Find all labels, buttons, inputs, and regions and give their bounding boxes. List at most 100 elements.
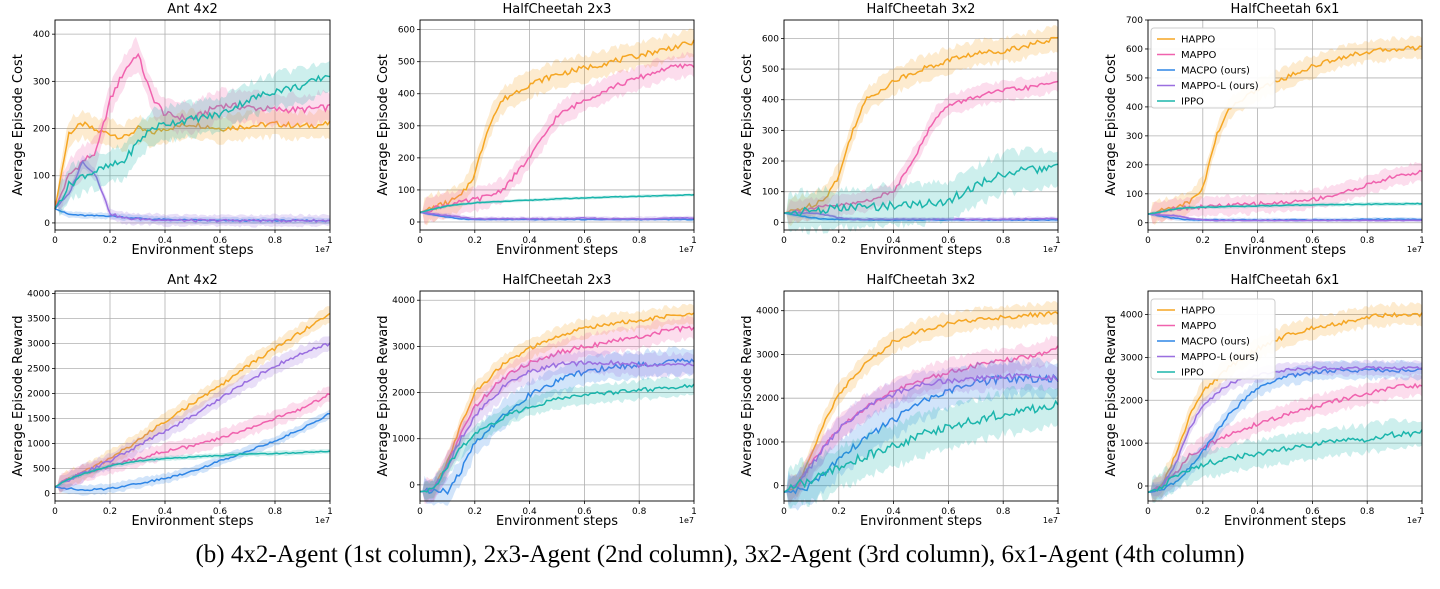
y-axis-label: Average Episode Cost (740, 54, 755, 196)
y-tick-label: 0 (409, 218, 415, 228)
legend-label: IPPO (1181, 97, 1204, 108)
series-line (419, 383, 695, 493)
y-tick-label: 2000 (392, 389, 415, 399)
y-axis-label: Average Episode Reward (1104, 315, 1119, 476)
series-band (1148, 161, 1422, 224)
x-tick-label: 0 (52, 507, 58, 517)
y-tick-label: 300 (762, 126, 779, 136)
legend-box (1150, 298, 1276, 380)
x-tick-label: 0.6 (941, 236, 956, 246)
x-tick-label: 0.2 (1196, 236, 1210, 246)
x-exponent: 1e7 (679, 245, 694, 254)
y-tick-label: 600 (1126, 45, 1143, 55)
chart-panel: 0 0.2 0.4 0.6 0.8 1 0 1000 2000 3000 4000 1e7 HalfCh… (376, 273, 697, 529)
y-tick-label: 100 (33, 172, 50, 182)
x-tick-label: 1 (327, 236, 333, 246)
x-tick-label: 1 (691, 507, 697, 517)
y-tick-label: 2500 (27, 365, 50, 375)
plot-frame (783, 290, 1059, 502)
series-line (1147, 213, 1423, 222)
plot-frame (1147, 290, 1423, 502)
y-tick-label: 300 (398, 122, 415, 132)
legend-label: MAPPO (1181, 50, 1217, 61)
y-tick-label: 200 (33, 125, 50, 135)
series-band (1148, 35, 1422, 225)
series-line (54, 342, 331, 488)
x-tick-label: 0.4 (1250, 236, 1265, 246)
y-tick-label: 4000 (392, 296, 415, 306)
legend-label: MAPPO (1181, 321, 1217, 332)
legend-label: MAPPO-L (ours) (1181, 352, 1259, 363)
y-tick-label: 500 (762, 65, 779, 75)
x-tick-label: 0 (417, 236, 423, 246)
x-axis-label: Environment steps (131, 514, 253, 529)
y-axis-label: Average Episode Reward (376, 315, 391, 476)
x-exponent: 1e7 (1043, 245, 1058, 254)
legend-box (1150, 27, 1276, 109)
legend-label: MAPPO-L (ours) (1181, 81, 1259, 92)
chart-legend: HAPPO MAPPO MACPO (ours) MAPPO-L (ours) IPPO (1150, 298, 1276, 380)
x-axis-label: Environment steps (1224, 243, 1346, 258)
y-tick-label: 1000 (756, 438, 779, 448)
series-band (55, 336, 330, 492)
series-band (420, 346, 694, 506)
x-tick-label: 0.2 (468, 507, 482, 517)
series-line (54, 159, 331, 223)
series-line (54, 74, 331, 210)
x-exponent: 1e7 (1407, 516, 1422, 525)
x-tick-label: 0.8 (996, 236, 1011, 246)
y-tick-label: 600 (762, 34, 779, 44)
x-tick-label: 0.4 (522, 507, 537, 517)
chart-title: HalfCheetah 2x3 (503, 273, 612, 288)
x-exponent: 1e7 (679, 516, 694, 525)
series-band (1148, 302, 1422, 502)
y-tick-label: 100 (398, 186, 415, 196)
y-tick-label: 3500 (27, 315, 50, 325)
x-axis-label: Environment steps (131, 243, 253, 258)
series-band (784, 301, 1058, 502)
series-band (55, 306, 330, 493)
series-band (784, 356, 1058, 511)
y-tick-label: 600 (398, 26, 415, 36)
series-band (420, 303, 694, 502)
x-tick-label: 0.2 (832, 236, 846, 246)
series-band (55, 60, 330, 217)
x-tick-label: 0.6 (213, 507, 228, 517)
x-tick-label: 0.2 (1196, 507, 1210, 517)
y-axis-label: Average Episode Reward (11, 315, 26, 476)
series-line (783, 310, 1059, 493)
series-band (784, 70, 1058, 224)
x-tick-label: 0.4 (1250, 507, 1265, 517)
x-exponent: 1e7 (1407, 245, 1422, 254)
chart-title: HalfCheetah 3x2 (867, 2, 976, 17)
y-tick-label: 4000 (27, 290, 50, 300)
series-band (55, 36, 330, 216)
y-tick-label: 0 (1137, 482, 1143, 492)
series-line (784, 211, 1059, 221)
y-tick-label: 0 (773, 482, 779, 492)
y-tick-label: 2000 (756, 394, 779, 404)
chart-title: HalfCheetah 6x1 (1231, 2, 1340, 17)
x-tick-label: 0.8 (632, 236, 647, 246)
y-tick-label: 1000 (27, 440, 50, 450)
x-tick-label: 0 (1145, 236, 1151, 246)
y-tick-label: 100 (762, 188, 779, 198)
y-axis-label: Average Episode Cost (376, 54, 391, 196)
y-tick-label: 1500 (27, 415, 50, 425)
x-tick-label: 0 (781, 236, 787, 246)
legend-label: MACPO (ours) (1181, 66, 1250, 77)
y-tick-label: 200 (1126, 161, 1143, 171)
x-tick-label: 1 (1055, 236, 1061, 246)
y-tick-label: 100 (1126, 190, 1143, 200)
x-exponent: 1e7 (1043, 516, 1058, 525)
legend-label: HAPPO (1181, 35, 1215, 46)
x-axis-label: Environment steps (860, 514, 982, 529)
series-band (1148, 359, 1422, 501)
x-exponent: 1e7 (315, 245, 330, 254)
x-tick-label: 0.8 (632, 507, 647, 517)
series-band (1148, 373, 1422, 503)
y-tick-label: 200 (762, 157, 779, 167)
x-tick-label: 0.8 (1360, 236, 1375, 246)
x-tick-label: 0.2 (103, 507, 117, 517)
